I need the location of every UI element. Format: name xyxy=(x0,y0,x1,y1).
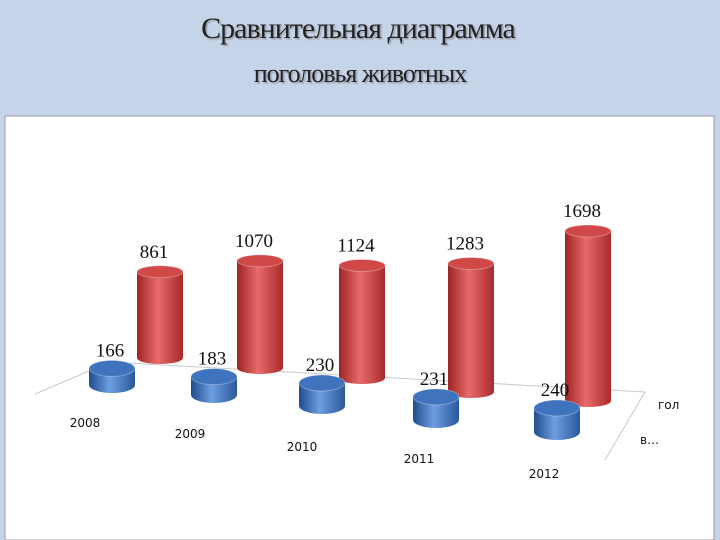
cylinder-top xyxy=(190,368,238,386)
cylinder-top xyxy=(533,399,581,417)
cylinder-top xyxy=(298,374,346,392)
chart-subtitle: поголовья животных xyxy=(254,59,468,88)
cylinder-top xyxy=(564,224,612,238)
data-label: 230 xyxy=(306,355,335,376)
cylinder xyxy=(299,382,345,414)
data-label: 240 xyxy=(541,380,570,401)
x-tick-label: 2009 xyxy=(175,427,206,441)
data-label: 231 xyxy=(420,369,449,390)
cylinder xyxy=(413,396,459,428)
cylinder-top xyxy=(136,265,184,279)
data-label: 1698 xyxy=(563,201,601,222)
data-label: 183 xyxy=(198,349,227,370)
cylinder-top xyxy=(338,258,386,272)
cylinder xyxy=(339,265,385,384)
data-label: 861 xyxy=(140,242,169,263)
x-tick-label: 2008 xyxy=(70,416,101,430)
data-label: 1070 xyxy=(235,231,273,252)
data-label: 1124 xyxy=(337,235,375,256)
x-tick-label: 2012 xyxy=(529,467,560,481)
cylinder xyxy=(565,231,611,407)
cylinder-top xyxy=(447,257,495,271)
cylinder xyxy=(534,407,580,440)
legend-label: гол xyxy=(658,398,679,412)
x-tick-label: 2010 xyxy=(287,440,318,454)
cylinder-top xyxy=(88,359,136,377)
legend-label: в… xyxy=(640,433,659,447)
data-label: 166 xyxy=(96,340,125,361)
cylinder xyxy=(237,260,283,374)
cylinder xyxy=(448,263,494,398)
data-label: 1283 xyxy=(446,234,484,255)
chart-title: Сравнительная диаграмма xyxy=(201,12,515,45)
x-tick-label: 2011 xyxy=(404,452,435,466)
cylinder xyxy=(137,271,183,364)
cylinder-top xyxy=(412,388,460,406)
cylinder-top xyxy=(236,254,284,268)
